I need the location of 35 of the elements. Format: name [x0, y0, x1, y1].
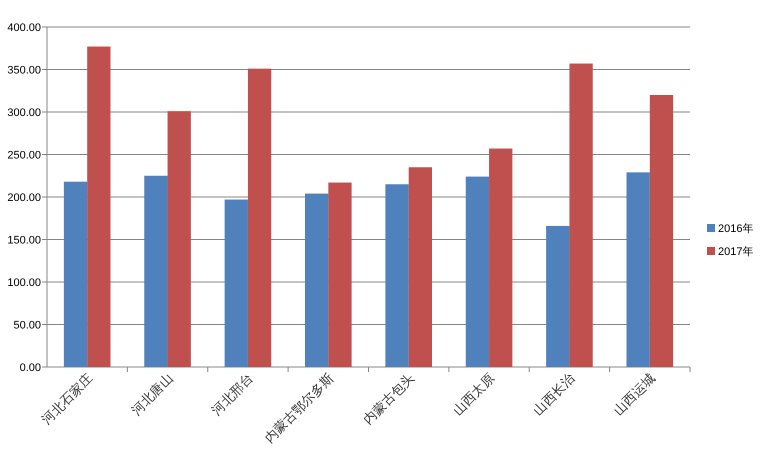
bar [385, 184, 409, 367]
y-tick-label: 300.00 [7, 107, 41, 119]
x-tick-label: 山西运城 [610, 370, 658, 418]
x-tick-label: 山西长治 [530, 370, 578, 418]
bar [305, 194, 328, 367]
y-tick-label: 50.00 [13, 320, 41, 332]
y-tick-label: 200.00 [7, 192, 41, 204]
bar [569, 64, 593, 367]
bar [546, 226, 570, 367]
bar [650, 95, 674, 367]
bar [64, 182, 88, 367]
y-tick-label: 0.00 [20, 362, 41, 374]
legend-label: 2017年 [718, 246, 754, 258]
x-tick-label: 河北石家庄 [38, 370, 96, 428]
bar [248, 68, 272, 367]
bar [144, 176, 168, 367]
x-tick-label: 内蒙古包头 [360, 370, 417, 428]
x-tick-label: 河北邢台 [208, 370, 256, 418]
bar [87, 46, 110, 367]
bar [168, 111, 191, 367]
bar [408, 167, 432, 367]
x-tick-label: 内蒙古鄂尔多斯 [261, 370, 336, 446]
y-tick-label: 150.00 [7, 234, 41, 246]
bar [328, 182, 352, 367]
x-tick-label: 山西太原 [450, 370, 498, 418]
bar [466, 176, 490, 367]
y-tick-label: 250.00 [7, 150, 41, 162]
y-tick-label: 400.00 [7, 22, 41, 34]
bar [626, 172, 650, 367]
legend-label: 2016年 [718, 223, 754, 235]
y-tick-label: 350.00 [7, 64, 41, 76]
bar [224, 200, 248, 367]
y-tick-label: 100.00 [7, 277, 41, 289]
x-tick-label: 河北唐山 [128, 370, 176, 418]
bar [489, 148, 512, 367]
